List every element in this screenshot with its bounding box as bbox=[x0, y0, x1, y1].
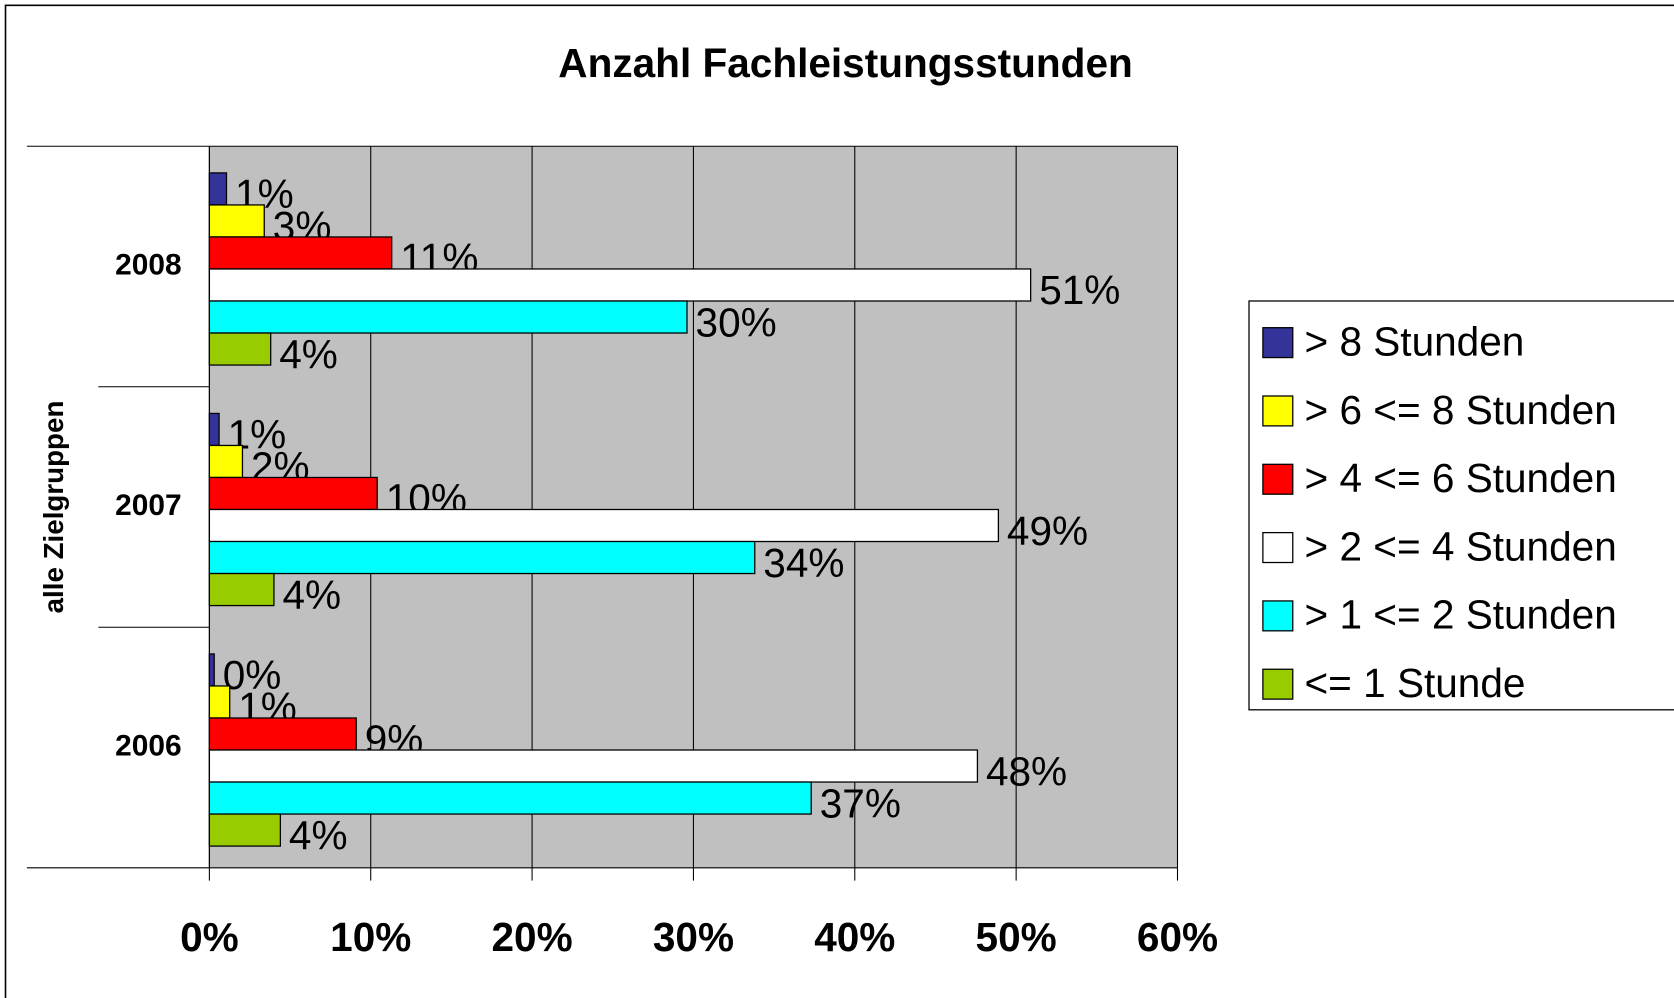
bar bbox=[208, 717, 357, 751]
bar bbox=[208, 653, 215, 687]
x-tick-label: 60% bbox=[1137, 914, 1218, 960]
data-label: 4% bbox=[279, 331, 338, 377]
data-label: 0% bbox=[223, 652, 282, 698]
x-tick-label: 0% bbox=[180, 914, 239, 960]
legend-label: > 1 <= 2 Stunden bbox=[1305, 592, 1617, 638]
legend-label: <= 1 Stunde bbox=[1305, 660, 1526, 706]
bar bbox=[208, 204, 265, 238]
bar bbox=[208, 781, 812, 815]
bar bbox=[208, 476, 378, 511]
y-tick-label: 2008 bbox=[115, 248, 181, 281]
legend-label: > 8 Stunden bbox=[1305, 318, 1525, 364]
y-tick-label: 2006 bbox=[115, 729, 181, 762]
data-label: 37% bbox=[820, 780, 901, 826]
data-label: 49% bbox=[1007, 508, 1088, 554]
legend-swatch bbox=[1262, 463, 1294, 495]
bar bbox=[208, 300, 688, 334]
legend-box bbox=[1248, 300, 1674, 711]
x-tick-label: 40% bbox=[814, 914, 895, 960]
legend-label: > 4 <= 6 Stunden bbox=[1305, 455, 1617, 501]
x-tick-label: 50% bbox=[976, 914, 1057, 960]
x-tick-label: 10% bbox=[330, 914, 411, 960]
x-tick-label: 20% bbox=[492, 914, 573, 960]
bar bbox=[208, 813, 282, 847]
legend-label: > 6 <= 8 Stunden bbox=[1305, 387, 1617, 433]
bar bbox=[208, 508, 1000, 543]
bar bbox=[208, 172, 228, 206]
bar bbox=[208, 540, 756, 575]
legend-swatch bbox=[1262, 531, 1294, 564]
legend-swatch bbox=[1262, 327, 1294, 359]
legend-swatch bbox=[1262, 668, 1294, 700]
data-label: 4% bbox=[282, 572, 341, 618]
bar bbox=[208, 412, 220, 447]
bar bbox=[208, 749, 979, 783]
data-label: 51% bbox=[1039, 267, 1120, 313]
bar bbox=[208, 236, 393, 270]
legend-label: > 2 <= 4 Stunden bbox=[1305, 523, 1617, 569]
data-label: 30% bbox=[696, 299, 777, 345]
data-label: 34% bbox=[763, 540, 844, 586]
y-tick-label: 2007 bbox=[115, 489, 181, 522]
bar bbox=[208, 572, 275, 607]
data-label: 48% bbox=[986, 748, 1067, 794]
legend-swatch bbox=[1262, 600, 1294, 632]
data-label: 4% bbox=[289, 812, 348, 858]
bar bbox=[208, 685, 231, 719]
bar bbox=[208, 268, 1032, 302]
bar bbox=[208, 332, 272, 366]
chart-title: Anzahl Fachleistungsstunden bbox=[558, 40, 1132, 86]
bar bbox=[208, 444, 244, 479]
x-tick-label: 30% bbox=[653, 914, 734, 960]
legend-swatch bbox=[1262, 395, 1294, 427]
y-axis-title: alle Zielgruppen bbox=[38, 401, 69, 614]
